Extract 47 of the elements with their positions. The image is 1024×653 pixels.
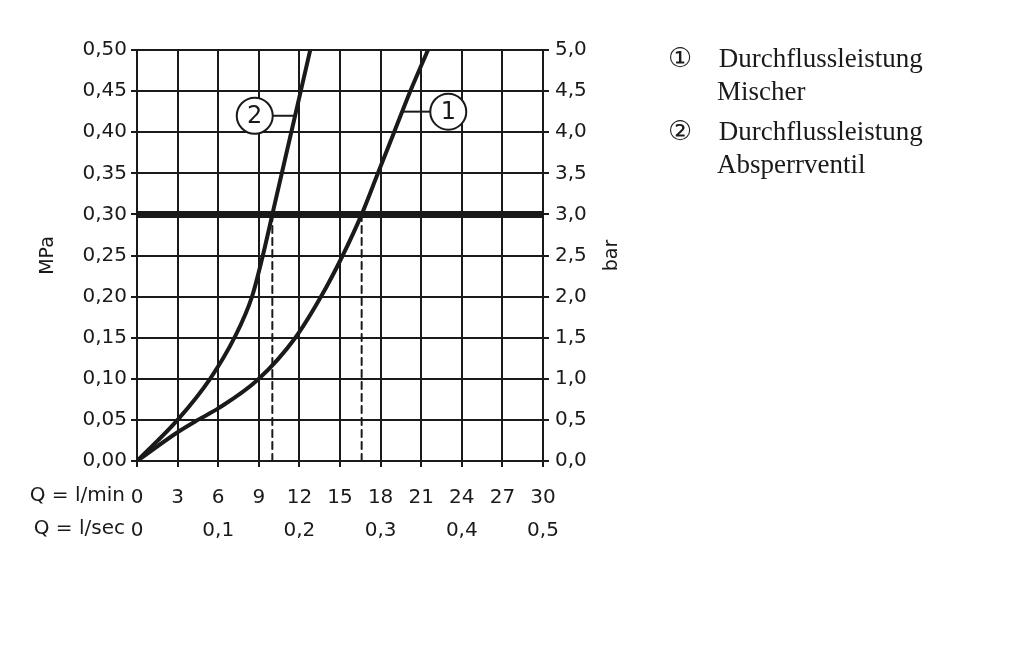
- x2-tick-label: 0,1: [202, 517, 235, 542]
- x-tick-label: 6: [211, 484, 225, 509]
- x2-tick-label: 0,4: [445, 517, 478, 542]
- x2-tick-label: 0,2: [283, 517, 316, 542]
- y-tick-label: 0,00: [82, 447, 127, 472]
- y-tick-label: 0,15: [82, 323, 127, 348]
- y-tick-label: 0,10: [82, 365, 127, 389]
- y2-tick-label: 4,5: [555, 77, 587, 102]
- x-tick-label: 18: [367, 484, 394, 509]
- y2-tick-label: 4,0: [555, 118, 587, 143]
- y-tick-label: 0,05: [82, 406, 127, 431]
- y-tick-label: 0,50: [82, 36, 127, 61]
- y2-tick-label: 0,0: [555, 447, 587, 472]
- x-tick-label: 15: [327, 484, 353, 509]
- y2-tick-label: 2,5: [555, 241, 587, 266]
- x-tick-label: 12: [286, 484, 313, 509]
- y2-tick-label: 5,0: [555, 36, 587, 61]
- y2-tick-label: 1,5: [555, 323, 587, 348]
- text: ① Durchflussleistung Mischer: [668, 42, 924, 108]
- x2-tick-label: 0,3: [364, 517, 397, 542]
- x-tick-label: 9: [252, 484, 266, 509]
- y-tick-label: 0,30: [82, 200, 127, 225]
- y-tick-label: 0,40: [82, 118, 127, 143]
- x-tick-label: 27: [489, 484, 516, 509]
- text: ② Durchflussleistung Absperrventil: [668, 115, 924, 181]
- x-axis-title: Q = l/min: [29, 482, 125, 507]
- x-tick-label: 24: [449, 484, 475, 509]
- y2-axis-title: bar: [598, 239, 621, 272]
- y2-tick-label: 2,0: [555, 282, 587, 307]
- y2-tick-label: 0,5: [555, 406, 587, 431]
- y-tick-label: 0,25: [82, 241, 127, 266]
- x2-tick-label: 0: [130, 517, 144, 542]
- y2-tick-label: 3,5: [555, 159, 587, 184]
- annotation: 1: [440, 96, 456, 125]
- y-axis-title: MPa: [35, 236, 58, 275]
- y2-tick-label: 3,0: [555, 200, 587, 225]
- x-tick-label: 21: [408, 484, 434, 509]
- x-tick-label: 0: [130, 484, 144, 509]
- x2-tick-label: 0,5: [527, 517, 559, 542]
- x-tick-label: 3: [171, 484, 184, 509]
- y-tick-label: 0,35: [82, 159, 127, 184]
- y-tick-label: 0,20: [82, 282, 127, 307]
- x2-axis-title: Q = l/sec: [33, 515, 125, 540]
- x-tick-label: 30: [530, 484, 556, 509]
- annotation: 2: [247, 100, 263, 129]
- y-tick-label: 0,45: [82, 77, 127, 102]
- y2-tick-label: 1,0: [555, 365, 587, 389]
